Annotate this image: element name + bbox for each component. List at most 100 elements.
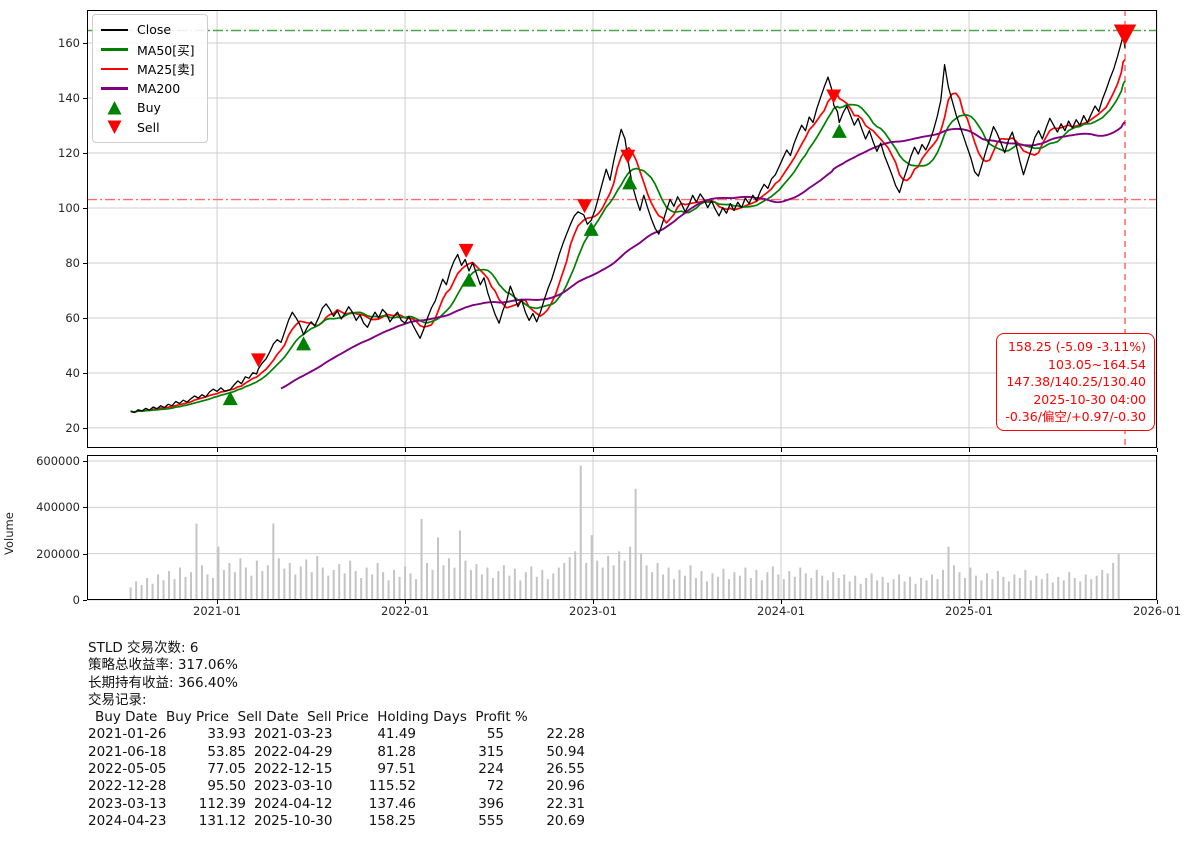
volume-bar xyxy=(535,576,538,600)
trade-table-row: 2022-05-05 77.05 2022-12-15 97.51 224 26.55 xyxy=(88,761,585,778)
volume-bar xyxy=(629,546,632,600)
volume-bar xyxy=(931,574,934,600)
volume-bar xyxy=(684,575,687,600)
sell-date: 2025-10-30 xyxy=(254,812,333,829)
volume-bar xyxy=(129,587,132,600)
y-tick-label-price: 80 xyxy=(65,255,80,270)
tick-mark xyxy=(83,42,87,44)
line-swatch xyxy=(101,67,128,70)
sell-price: 158.25 xyxy=(368,812,416,829)
volume-bar xyxy=(596,560,599,600)
legend-label: MA25[卖] xyxy=(137,62,195,78)
legend-item-ma25: MA25[卖] xyxy=(101,59,195,79)
volume-bar xyxy=(1073,577,1076,600)
buy-price: 95.50 xyxy=(207,778,246,795)
x-tick-label: 2024-01 xyxy=(757,604,806,618)
volume-bar xyxy=(1057,576,1060,600)
volume-bar xyxy=(239,558,242,600)
volume-bar xyxy=(673,579,676,600)
volume-bar xyxy=(294,574,297,600)
volume-bar xyxy=(277,558,280,600)
volume-bar xyxy=(744,567,747,600)
buy-price: 112.39 xyxy=(198,795,246,812)
volume-bar xyxy=(854,575,857,600)
x-tick-label: 2022-01 xyxy=(381,604,430,618)
volume-bar xyxy=(404,566,407,600)
volume-bar xyxy=(892,579,895,600)
volume-bar xyxy=(1095,575,1098,600)
volume-bar xyxy=(217,546,220,600)
volume-bar xyxy=(909,576,912,600)
volume-bar xyxy=(1035,575,1038,600)
volume-bar xyxy=(338,564,341,600)
volume-bar xyxy=(1007,581,1010,600)
volume-bar xyxy=(826,580,829,600)
volume-bar xyxy=(568,557,571,600)
volume-bar xyxy=(804,573,807,600)
volume-bar xyxy=(502,565,505,600)
x-tick-label: 2025-01 xyxy=(944,604,994,618)
tick-mark xyxy=(969,448,971,452)
volume-bar xyxy=(513,568,516,600)
tick-mark xyxy=(781,600,783,604)
buy-price: 77.05 xyxy=(207,761,246,778)
volume-bar xyxy=(1112,562,1115,600)
volume-bar xyxy=(557,567,560,600)
holding-days: 72 xyxy=(486,778,504,795)
volume-bar xyxy=(173,579,176,600)
volume-bar xyxy=(969,567,972,600)
volume-bar xyxy=(299,566,302,600)
profit-pct: 50.94 xyxy=(546,743,585,760)
volume-bar xyxy=(711,573,714,600)
volume-bar xyxy=(837,577,840,600)
volume-bar xyxy=(442,565,445,600)
volume-bar xyxy=(585,562,588,600)
volume-bar xyxy=(1040,579,1043,600)
buy-marker xyxy=(831,123,847,138)
volume-bar xyxy=(491,577,494,600)
x-tick-label: 2021-01 xyxy=(193,604,242,618)
annotation-indicators: -0.36/偏空/+0.97/-0.30 xyxy=(1005,409,1146,425)
volume-bar xyxy=(694,577,697,600)
buy-price: 33.93 xyxy=(207,726,246,743)
volume-chart xyxy=(87,455,1158,601)
annotation-ma-values: 147.38/140.25/130.40 xyxy=(1006,374,1146,390)
volume-bar xyxy=(140,584,143,600)
volume-bar xyxy=(700,571,703,600)
volume-bar xyxy=(980,580,983,600)
y-tick-label-price: 100 xyxy=(58,200,80,215)
volume-bar xyxy=(634,488,637,600)
buyhold-return-line: 长期持有收益: 366.40% xyxy=(88,674,238,691)
trade-table-row: 2021-06-18 53.85 2022-04-29 81.28 315 50.94 xyxy=(88,744,585,761)
sell-marker xyxy=(250,353,266,368)
legend-line-sample xyxy=(101,67,128,70)
profit-pct: 22.31 xyxy=(546,795,585,812)
buy-price: 131.12 xyxy=(198,812,246,829)
sell-marker xyxy=(577,199,593,214)
volume-bar xyxy=(447,558,450,600)
annotation-datetime: 2025-10-30 04:00 xyxy=(1033,391,1146,407)
close-line xyxy=(130,33,1126,414)
volume-bar xyxy=(755,569,758,600)
sell-date: 2021-03-23 xyxy=(254,726,333,743)
strategy-return-line: 策略总收益率: 317.06% xyxy=(88,657,238,674)
trade-count-line: STLD 交易次数: 6 xyxy=(88,640,199,656)
tick-mark xyxy=(83,317,87,319)
volume-bar xyxy=(288,562,291,600)
tick-mark xyxy=(83,97,87,99)
volume-bar xyxy=(162,580,165,600)
volume-bar xyxy=(1106,573,1109,600)
volume-bar xyxy=(662,574,665,600)
volume-bar xyxy=(793,576,796,600)
legend-line-sample xyxy=(101,28,128,31)
volume-bar xyxy=(716,576,719,600)
volume-bar xyxy=(464,560,467,600)
volume-bar xyxy=(157,574,160,600)
volume-bar xyxy=(211,577,214,600)
volume-bar xyxy=(371,574,374,600)
volume-bar xyxy=(524,572,527,600)
volume-bar xyxy=(233,572,236,600)
tick-mark xyxy=(781,448,783,452)
volume-bar xyxy=(398,576,401,600)
volume-bar xyxy=(952,565,955,600)
